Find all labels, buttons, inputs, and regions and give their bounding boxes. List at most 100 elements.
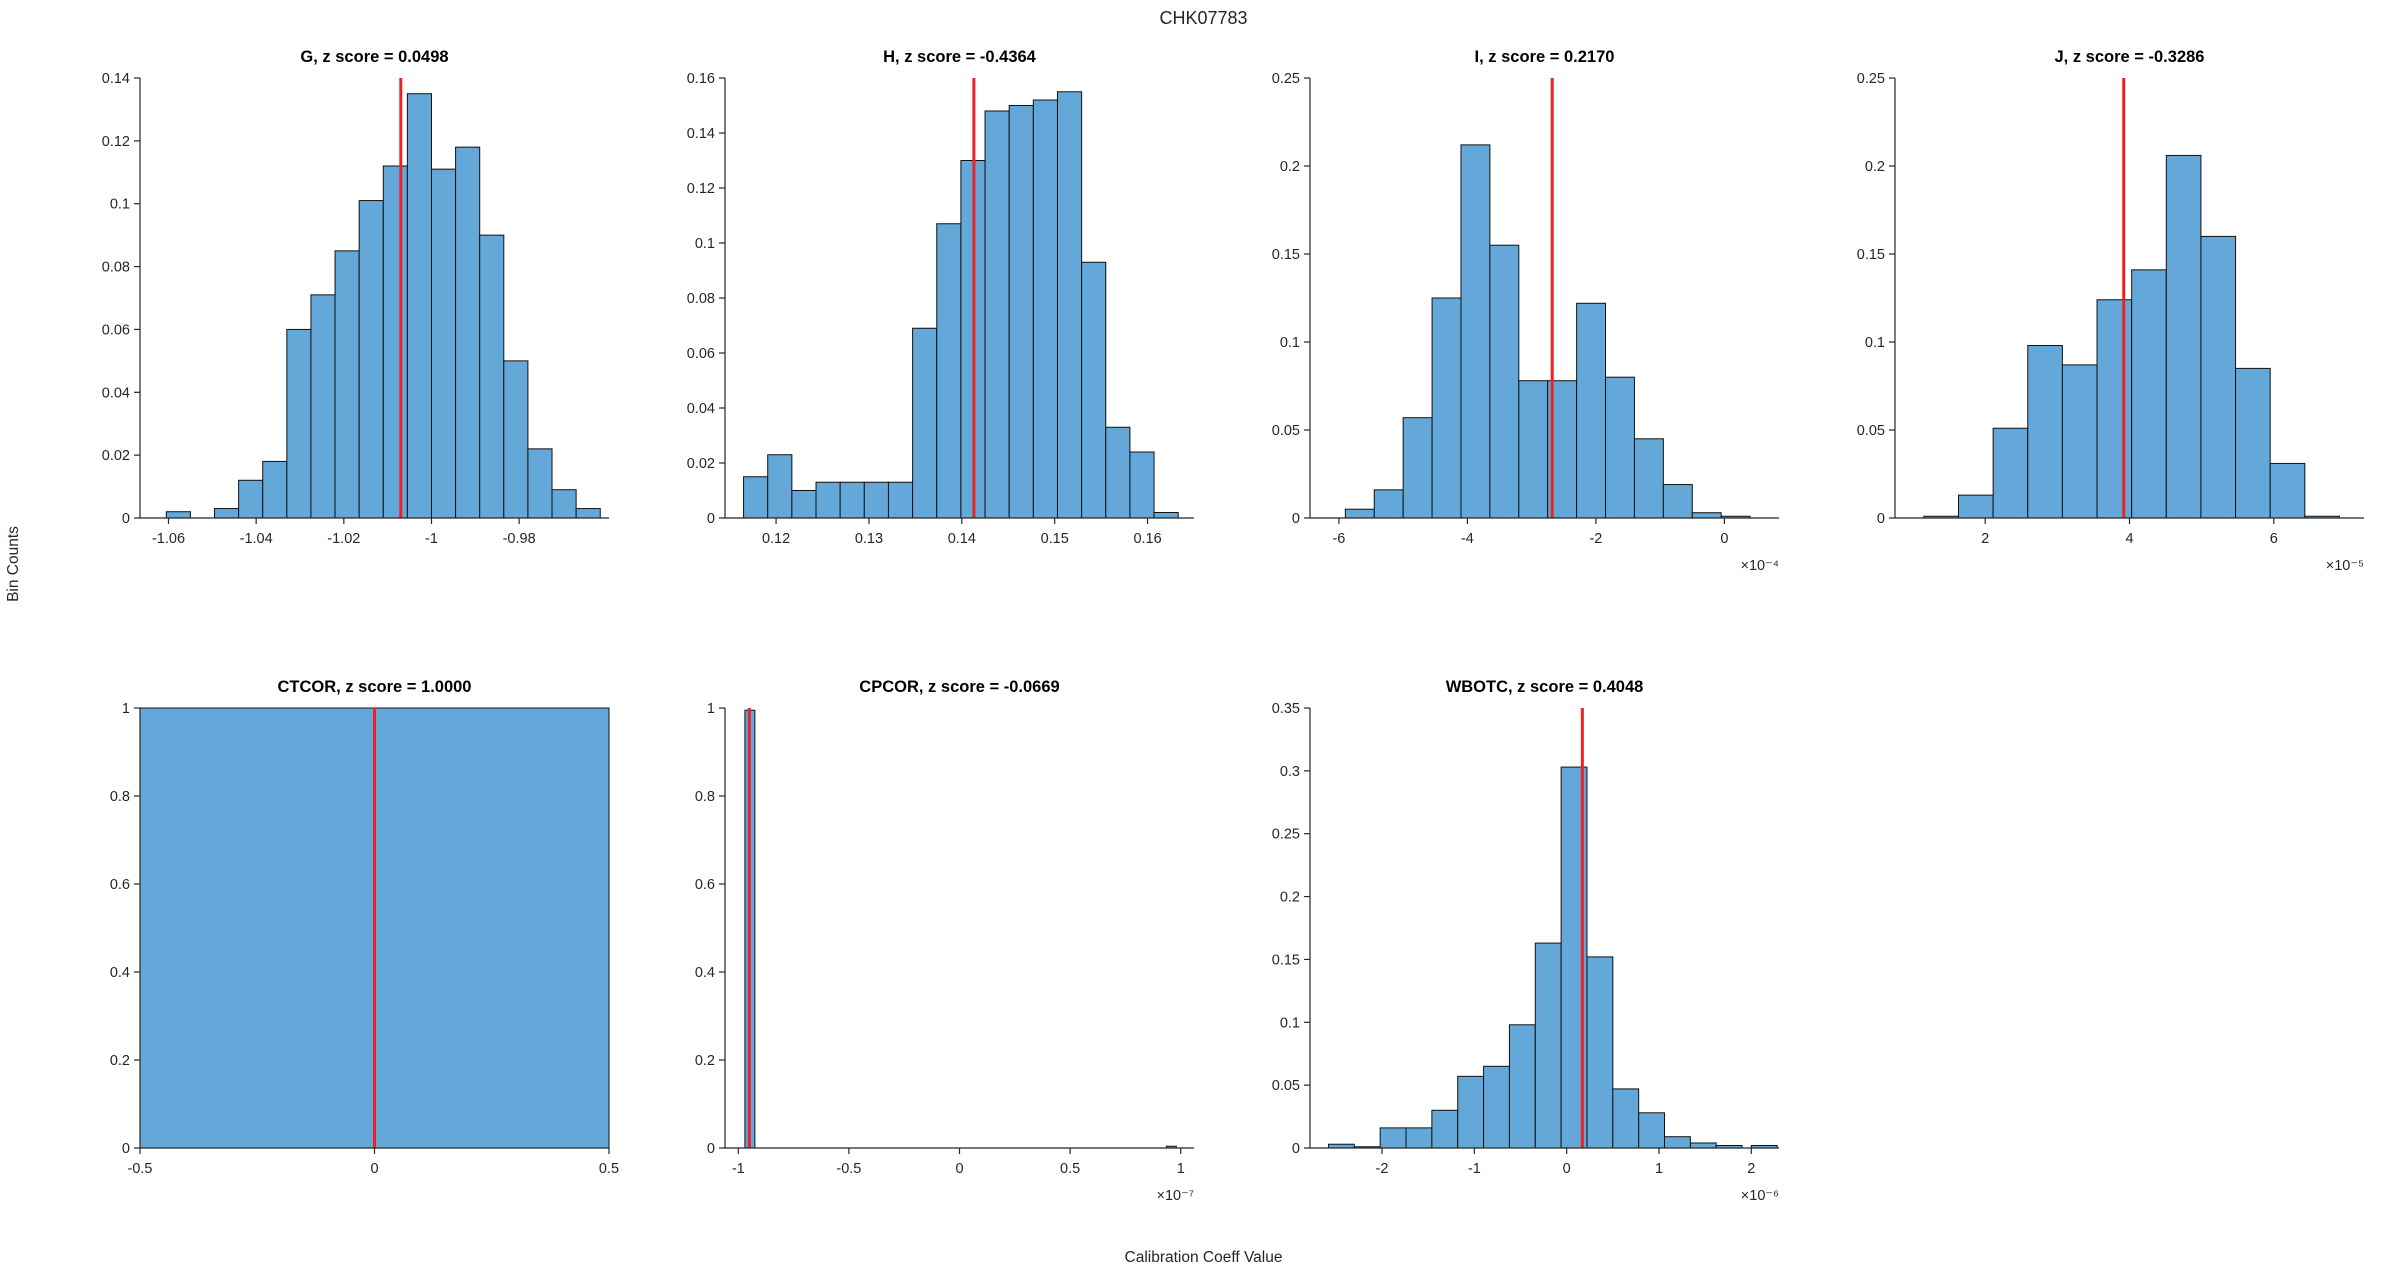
histogram-bar — [743, 476, 769, 519]
x-tick-label: -1.06 — [152, 531, 185, 547]
subplot-grid: -1.06 -1.04 -1.02 -1 -0.98 0 0.02 0.04 0.06 0.08 0… — [56, 36, 2396, 1226]
y-tick-label: 0 — [707, 1141, 715, 1157]
histogram-bar — [455, 146, 481, 519]
histogram-bar — [551, 489, 577, 519]
y-tick-label: 0.6 — [110, 877, 130, 893]
y-tick-label: 0.2 — [1280, 159, 1300, 175]
histogram-bar — [1612, 1088, 1640, 1149]
y-tick-label: 0.1 — [1280, 335, 1300, 351]
x-tick-label: -1 — [425, 531, 438, 547]
x-tick-label: -6 — [1332, 531, 1345, 547]
histogram-bar — [1489, 244, 1520, 519]
histogram-bar — [791, 490, 817, 519]
histogram-bar — [1664, 1136, 1691, 1149]
histogram-bar — [334, 250, 360, 519]
histogram-bar — [2027, 345, 2063, 519]
y-tick-label: 0.4 — [110, 965, 130, 981]
histogram-bar — [503, 360, 529, 519]
y-tick-label: 0.2 — [1280, 890, 1300, 906]
x-axis-exponent: ×10⁻⁴ — [1741, 558, 1779, 574]
histogram-svg: -0.5 0 0.5 0 0.2 0.4 0.6 0.8 1 CTCOR, z score = 1… — [110, 678, 619, 1177]
histogram-bar — [2096, 299, 2133, 519]
histogram-bar — [1518, 380, 1549, 519]
histogram-bar — [1405, 1127, 1433, 1149]
y-tick-label: 0.12 — [687, 181, 715, 197]
histogram-bar — [1534, 942, 1562, 1149]
x-tick-label: 0.12 — [762, 531, 790, 547]
y-tick-label: 1 — [707, 701, 715, 717]
y-tick-label: 0 — [122, 1141, 130, 1157]
histogram-bar — [1662, 484, 1693, 519]
histogram-bar — [1008, 105, 1034, 519]
y-tick-label: 0.1 — [1865, 335, 1885, 351]
y-tick-label: 0.05 — [1272, 423, 1300, 439]
y-tick-label: 0.08 — [102, 260, 130, 276]
subplot-title: I, z score = 0.2170 — [1475, 48, 1615, 66]
y-tick-label: 0.02 — [687, 456, 715, 472]
x-tick-label: 1 — [1177, 1161, 1185, 1177]
histogram-bar — [286, 328, 312, 519]
histogram-bar — [912, 327, 938, 519]
histogram-bar — [214, 508, 240, 519]
x-tick-label: 0.5 — [599, 1161, 619, 1177]
y-tick-label: 0.2 — [1865, 159, 1885, 175]
y-tick-label: 0.06 — [102, 322, 130, 338]
subplot-CTCOR: -0.5 0 0.5 0 0.2 0.4 0.6 0.8 1 CTCOR, z score = 1… — [56, 666, 641, 1226]
x-tick-label: -2 — [1376, 1161, 1389, 1177]
histogram-bar — [382, 165, 408, 519]
x-tick-label: -0.5 — [836, 1161, 861, 1177]
histogram-bar — [1431, 1109, 1459, 1149]
histogram-bar — [165, 511, 191, 519]
histogram-bar — [2165, 154, 2202, 519]
y-tick-label: 0.8 — [695, 789, 715, 805]
x-tick-label: 0.14 — [948, 531, 976, 547]
histogram-bar — [1958, 494, 1994, 519]
x-tick-label: 0 — [370, 1161, 378, 1177]
histogram-bar — [863, 481, 889, 519]
histogram-bar — [1576, 302, 1607, 519]
histogram-bar — [310, 294, 336, 519]
histogram-bar — [1633, 438, 1664, 519]
x-tick-label: -1.02 — [327, 531, 360, 547]
histogram-bar — [1081, 261, 1107, 519]
subplot-J: 2 4 6 0 0.05 0.1 0.15 0.2 0.25 ×10⁻⁵ J, z score = … — [1811, 36, 2396, 596]
y-tick-label: 0.05 — [1857, 423, 1885, 439]
x-tick-label: 0 — [1720, 531, 1728, 547]
y-tick-label: 0 — [1877, 511, 1885, 527]
histogram-bar — [1638, 1112, 1666, 1149]
histogram-bar — [1105, 426, 1131, 519]
y-tick-label: 0.05 — [1272, 1078, 1300, 1094]
y-tick-label: 0.08 — [687, 291, 715, 307]
histogram-bar — [358, 200, 384, 519]
histogram-bar — [1691, 512, 1722, 519]
histogram-bar — [1431, 297, 1462, 519]
y-tick-label: 0.4 — [695, 965, 715, 981]
x-tick-label: -1.04 — [240, 531, 273, 547]
y-tick-label: 0.15 — [1272, 247, 1300, 263]
y-tick-label: 0.1 — [1280, 1015, 1300, 1031]
y-axis-label: Bin Counts — [4, 525, 22, 602]
subplot-CPCOR: -1 -0.5 0 0.5 1 0 0.2 0.4 0.6 0.8 1 ×10⁻⁷ CPCOR, z s… — [641, 666, 1226, 1226]
x-tick-label: -2 — [1589, 531, 1602, 547]
histogram-bar — [1508, 1024, 1536, 1149]
x-tick-label: 0.5 — [1060, 1161, 1080, 1177]
y-tick-label: 0.15 — [1857, 247, 1885, 263]
histogram-bar — [887, 481, 914, 519]
x-tick-label: 2 — [1747, 1161, 1755, 1177]
subplot-G: -1.06 -1.04 -1.02 -1 -0.98 0 0.02 0.04 0.06 0.08 0… — [56, 36, 641, 596]
histogram-bar — [406, 93, 432, 519]
y-tick-label: 0.04 — [102, 385, 130, 401]
x-tick-label: 0 — [1563, 1161, 1571, 1177]
x-tick-label: 0.15 — [1041, 531, 1069, 547]
histogram-svg: -1.06 -1.04 -1.02 -1 -0.98 0 0.02 0.04 0.06 0.08 0… — [102, 48, 609, 547]
y-tick-label: 0 — [1292, 511, 1300, 527]
x-axis-exponent: ×10⁻⁶ — [1741, 1188, 1779, 1204]
empty-cell — [1811, 666, 2396, 1226]
subplot-title: G, z score = 0.0498 — [300, 48, 448, 66]
histogram-svg: -2 -1 0 1 2 0 0.05 0.1 0.15 0.2 0.25 0.3 0.35 ×10⁻⁶ WB… — [1272, 678, 1779, 1204]
x-tick-label: -0.98 — [503, 531, 536, 547]
histogram-bar — [430, 168, 457, 519]
histogram-bar — [1402, 417, 1433, 519]
y-tick-label: 0.8 — [110, 789, 130, 805]
histogram-bar — [2131, 269, 2167, 519]
